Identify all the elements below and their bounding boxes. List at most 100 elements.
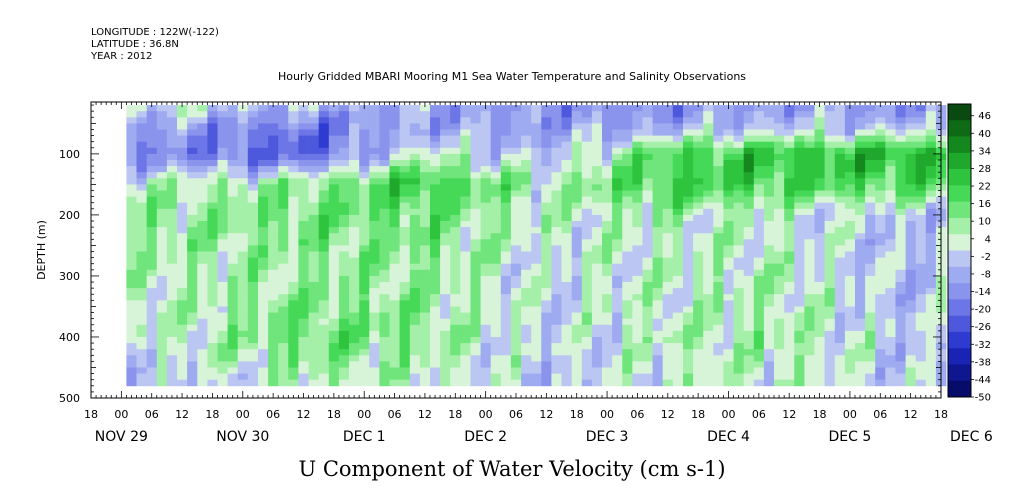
heat-cell — [409, 111, 421, 118]
heat-cell — [308, 251, 320, 258]
heat-cell — [784, 129, 795, 136]
heat-cell — [136, 208, 147, 216]
heat-cell — [885, 367, 896, 374]
colorbar-label: -14 — [975, 287, 991, 298]
heat-cell — [500, 245, 512, 252]
heat-cell — [915, 275, 927, 283]
heat-cell — [784, 233, 795, 240]
heat-cell — [733, 196, 745, 204]
colorbar-swatch — [948, 315, 971, 333]
heat-cell — [419, 373, 431, 381]
heat-cell — [298, 214, 309, 222]
heat-cell — [602, 184, 613, 191]
heat-cell — [156, 306, 168, 313]
heat-cell — [834, 202, 846, 210]
heat-cell — [794, 330, 805, 338]
heat-cell — [895, 160, 906, 167]
heat-cell — [865, 184, 876, 191]
heat-cell — [136, 379, 147, 387]
heat-cell — [905, 208, 917, 216]
heat-cell — [723, 294, 734, 301]
heat-cell — [227, 208, 239, 216]
x-tick-label: 18 — [327, 408, 341, 421]
heat-cell — [652, 361, 664, 368]
heat-cell — [683, 318, 694, 326]
heat-cell — [733, 318, 745, 326]
colorbar-label: 22 — [978, 182, 991, 193]
colorbar-label: -2 — [981, 252, 991, 263]
heat-cell — [500, 202, 512, 210]
heat-cell — [480, 147, 492, 155]
heat-cell — [612, 337, 623, 344]
heat-cell — [136, 214, 147, 222]
heat-cell — [602, 160, 613, 167]
heat-cell — [683, 330, 694, 338]
heat-cell — [895, 233, 906, 240]
heat-cell — [187, 184, 198, 191]
heat-cell — [399, 282, 411, 289]
heat-cell — [237, 257, 249, 265]
heat-cell — [753, 337, 765, 344]
heat-cell — [510, 233, 522, 240]
heat-cell — [763, 111, 775, 118]
heat-cell — [227, 300, 239, 307]
heat-cell — [298, 288, 309, 295]
heat-cell — [379, 318, 390, 326]
heat-cell — [713, 306, 724, 313]
heat-cell — [480, 263, 492, 271]
heat-cell — [875, 349, 886, 356]
heat-cell — [561, 129, 572, 136]
heat-cell — [713, 111, 724, 118]
heat-cell — [551, 269, 562, 277]
heat-cell — [247, 172, 259, 179]
heat-cell — [834, 141, 846, 149]
heat-cell — [915, 208, 927, 216]
heat-cell — [146, 312, 158, 320]
heat-cell — [632, 379, 643, 387]
heat-cell — [460, 306, 471, 313]
heat-cell — [602, 221, 613, 228]
heat-cell — [763, 190, 775, 197]
heat-cell — [774, 141, 785, 149]
heat-cell — [905, 117, 917, 124]
heat-cell — [672, 349, 684, 356]
heat-cell — [288, 221, 299, 228]
heat-cell — [693, 337, 704, 344]
heat-cell — [288, 172, 299, 179]
heat-cell — [369, 330, 380, 338]
heat-cell — [531, 153, 542, 161]
heat-cell — [318, 153, 330, 161]
heat-cell — [612, 147, 623, 155]
heat-cell — [824, 294, 836, 301]
heat-cell — [227, 379, 239, 387]
heat-cell — [855, 111, 866, 118]
heat-cell — [622, 245, 633, 252]
heat-cell — [561, 214, 572, 222]
heat-cell — [490, 324, 502, 332]
heat-cell — [784, 227, 795, 234]
heat-cell — [551, 221, 562, 228]
heat-cell — [187, 300, 198, 307]
heat-cell — [227, 349, 239, 356]
heat-cell — [713, 312, 724, 320]
heat-cell — [268, 367, 279, 374]
heat-cell — [895, 288, 906, 295]
heat-cell — [268, 349, 279, 356]
heat-cell — [146, 300, 158, 307]
heat-cell — [430, 147, 441, 155]
heat-cell — [521, 196, 532, 204]
heat-cell — [895, 257, 906, 265]
heat-cell — [541, 196, 552, 204]
heat-cell — [490, 288, 502, 295]
heat-cell — [551, 373, 562, 381]
heat-cell — [288, 288, 299, 295]
heat-cell — [369, 233, 380, 240]
heat-cell — [328, 269, 340, 277]
heat-cell — [814, 282, 825, 289]
heat-cell — [338, 330, 350, 338]
heat-cell — [430, 184, 441, 191]
heat-cell — [561, 355, 572, 362]
heat-cell — [693, 373, 704, 381]
heat-cell — [865, 318, 876, 326]
heat-cell — [136, 349, 147, 356]
